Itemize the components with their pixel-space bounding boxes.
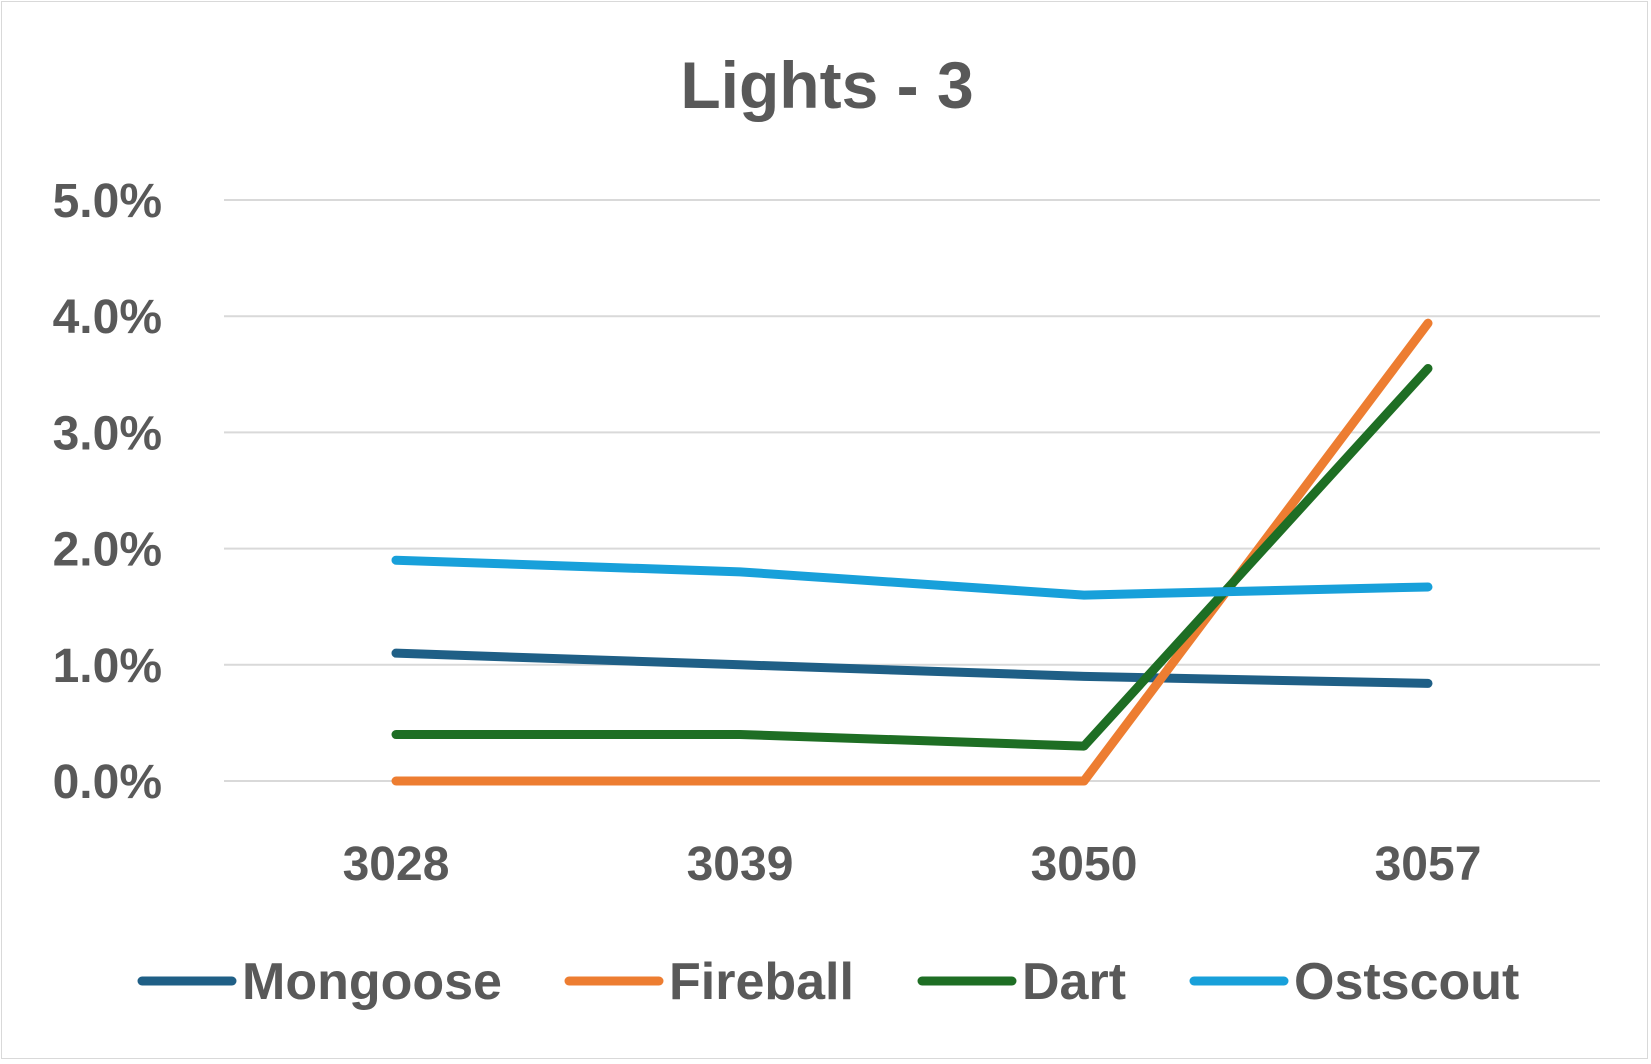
y-tick-label: 5.0% (53, 175, 162, 228)
series-line-ostscout (391, 555, 1433, 600)
x-tick-label: 3050 (1031, 838, 1138, 891)
series-line-fireball (391, 318, 1433, 786)
x-tick-label: 3039 (687, 838, 794, 891)
legend-item-fireball: Fireball (564, 953, 854, 1011)
y-tick-label: 1.0% (53, 640, 162, 693)
x-tick-label: 3057 (1375, 838, 1482, 891)
chart-title: Lights - 3 (680, 48, 973, 122)
gridlines (224, 199, 1600, 782)
y-tick-label: 4.0% (53, 291, 162, 344)
y-tick-label: 2.0% (53, 524, 162, 577)
series-line-dart (391, 363, 1433, 751)
legend-item-dart: Dart (917, 953, 1126, 1011)
y-tick-label: 0.0% (53, 756, 162, 809)
legend-label: Fireball (669, 953, 854, 1011)
x-axis-ticks: 3028 3039 3050 3057 (343, 838, 1482, 891)
x-tick-label: 3028 (343, 838, 450, 891)
legend-item-mongoose: Mongoose (137, 953, 502, 1011)
legend-item-ostscout: Ostscout (1189, 953, 1519, 1011)
legend: Mongoose Fireball Dart Ostscout (137, 953, 1519, 1011)
series-line-mongoose (391, 648, 1433, 688)
legend-label: Mongoose (242, 953, 502, 1011)
y-axis-ticks: 0.0% 1.0% 2.0% 3.0% 4.0% 5.0% (53, 175, 162, 809)
series-lines (391, 318, 1433, 786)
y-tick-label: 3.0% (53, 407, 162, 460)
legend-label: Ostscout (1294, 953, 1519, 1011)
legend-label: Dart (1022, 953, 1126, 1011)
